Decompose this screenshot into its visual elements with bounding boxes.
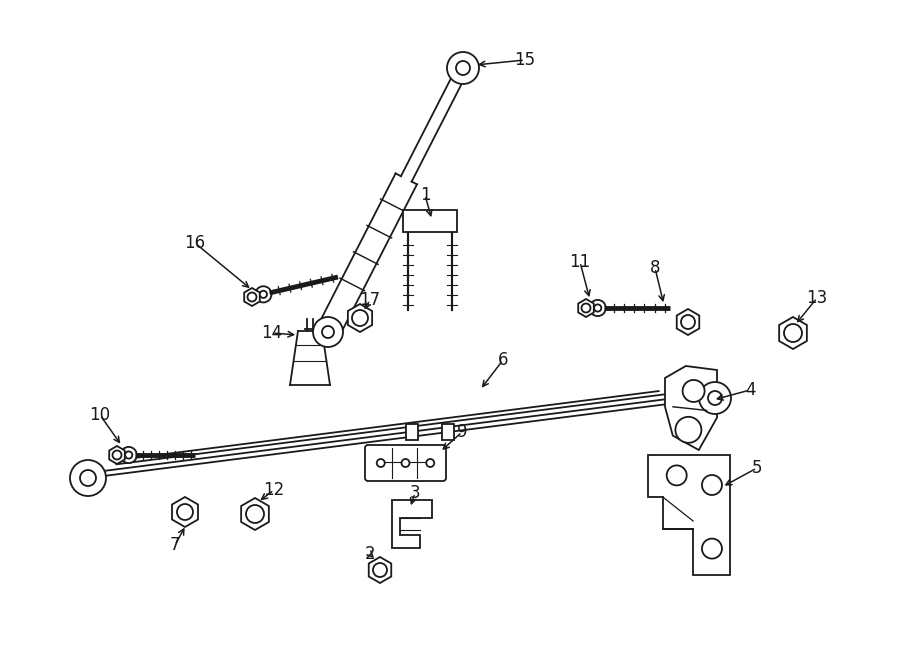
Circle shape [112, 451, 122, 459]
Polygon shape [369, 557, 392, 583]
Circle shape [708, 391, 722, 405]
Circle shape [784, 324, 802, 342]
Circle shape [581, 303, 590, 313]
Text: 2: 2 [364, 545, 375, 563]
Text: 8: 8 [650, 259, 661, 277]
Circle shape [667, 465, 687, 485]
Text: 3: 3 [410, 484, 420, 502]
Bar [403, 210, 457, 232]
Text: 13: 13 [806, 289, 828, 307]
Circle shape [377, 459, 385, 467]
Text: 10: 10 [89, 406, 111, 424]
Polygon shape [578, 299, 594, 317]
Polygon shape [392, 500, 432, 548]
Polygon shape [109, 446, 125, 464]
Circle shape [121, 447, 137, 463]
Circle shape [590, 300, 606, 316]
Text: 11: 11 [570, 253, 590, 271]
Circle shape [70, 460, 106, 496]
Text: 12: 12 [264, 481, 284, 499]
Circle shape [447, 52, 479, 84]
Bar [406, 424, 418, 440]
Polygon shape [779, 317, 807, 349]
Circle shape [248, 293, 256, 301]
Circle shape [352, 310, 368, 326]
Circle shape [675, 417, 701, 443]
Text: 14: 14 [261, 324, 283, 342]
Circle shape [401, 459, 410, 467]
Circle shape [702, 475, 722, 495]
Text: 15: 15 [515, 51, 536, 69]
Text: 16: 16 [184, 234, 205, 252]
Text: 9: 9 [456, 423, 467, 441]
Circle shape [322, 326, 334, 338]
FancyBboxPatch shape [365, 445, 446, 481]
Circle shape [260, 291, 267, 298]
Text: 4: 4 [745, 381, 755, 399]
Circle shape [594, 305, 601, 311]
Text: 5: 5 [752, 459, 762, 477]
Text: 6: 6 [498, 351, 508, 369]
Polygon shape [348, 304, 372, 332]
Text: 7: 7 [170, 536, 180, 554]
Polygon shape [677, 309, 699, 335]
Circle shape [427, 459, 434, 467]
Circle shape [246, 505, 264, 523]
Polygon shape [244, 288, 260, 306]
Polygon shape [241, 498, 269, 530]
Polygon shape [172, 497, 198, 527]
Circle shape [256, 286, 272, 303]
Circle shape [177, 504, 193, 520]
Circle shape [456, 61, 470, 75]
Text: 1: 1 [419, 186, 430, 204]
Polygon shape [648, 455, 730, 575]
Circle shape [682, 380, 705, 402]
Circle shape [681, 315, 695, 329]
Bar [442, 424, 454, 440]
Polygon shape [665, 366, 717, 450]
Text: 17: 17 [359, 291, 381, 309]
Circle shape [125, 451, 132, 459]
Circle shape [313, 317, 343, 347]
Circle shape [702, 539, 722, 559]
Circle shape [373, 563, 387, 577]
Circle shape [699, 382, 731, 414]
Circle shape [80, 470, 96, 486]
